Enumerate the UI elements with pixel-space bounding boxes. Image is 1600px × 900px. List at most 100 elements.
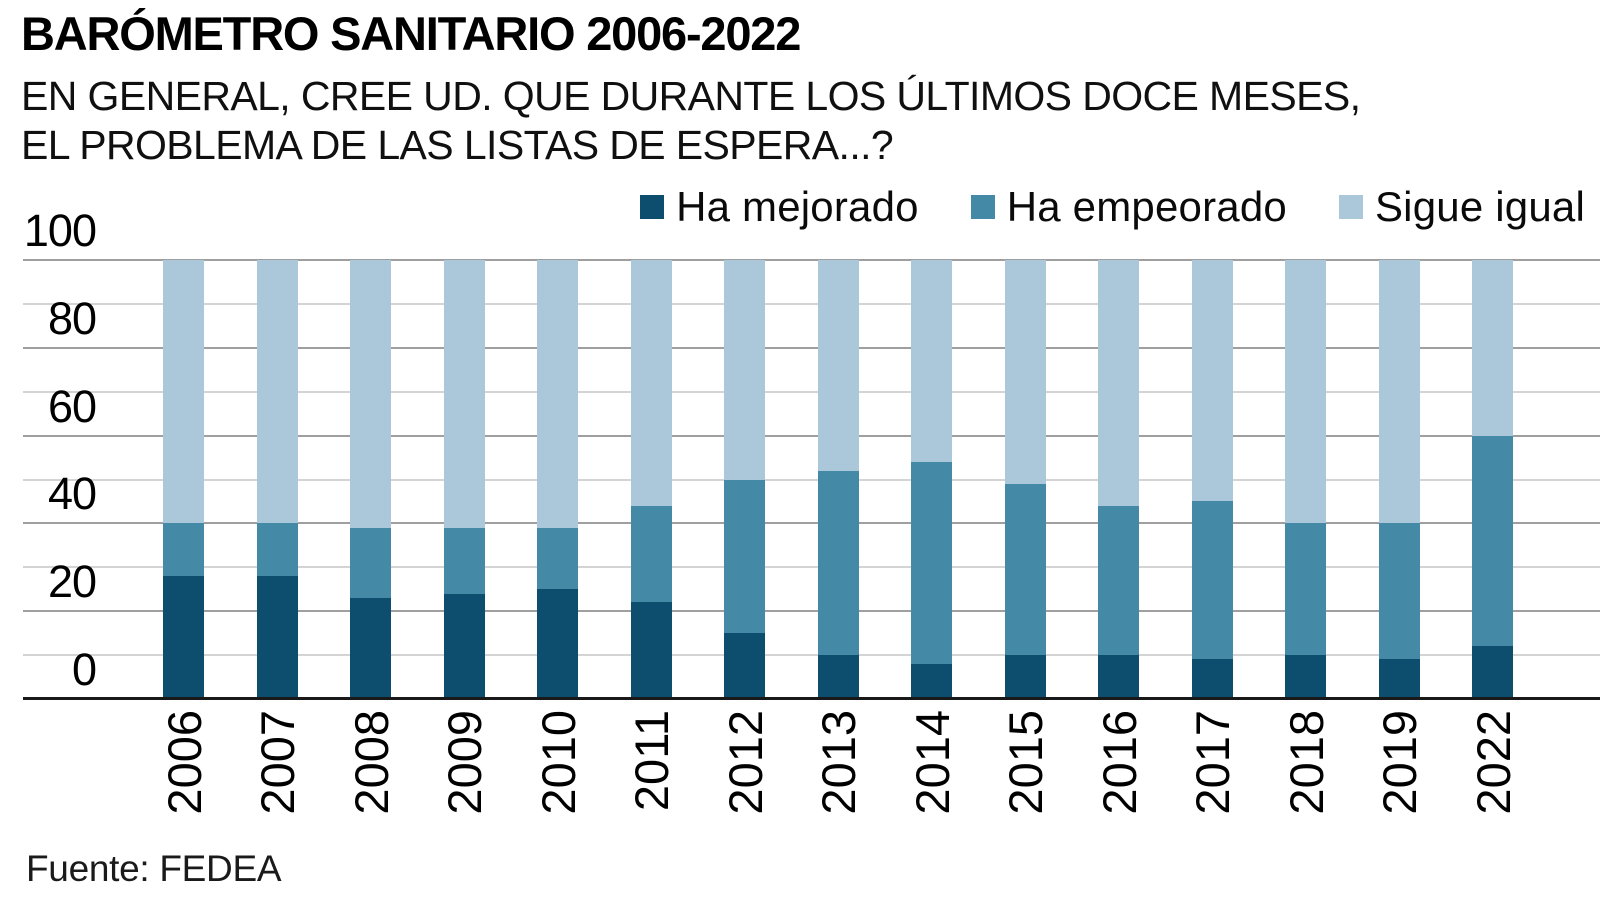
- bar-2014-segment-sigue-igual: [911, 260, 952, 462]
- bar-2018-segment-ha-mejorado: [1285, 655, 1326, 699]
- x-tick-label-2022: 2022: [1466, 710, 1520, 815]
- bar-2019-segment-ha-empeorado: [1378, 523, 1420, 660]
- y-tick-label-20: 20: [47, 556, 97, 608]
- bar-2022: [1472, 260, 1513, 699]
- gridline-20: [23, 610, 1600, 613]
- bar-2009-segment-ha-mejorado: [443, 593, 485, 699]
- bar-2017-segment-sigue-igual: [1191, 260, 1233, 502]
- x-tick-label-2010: 2010: [531, 710, 585, 815]
- legend-item-ha-empeorado: Ha empeorado: [970, 183, 1287, 231]
- y-tick-label-0: 0: [71, 644, 97, 695]
- bar-2017-segment-ha-empeorado: [1191, 501, 1233, 660]
- gridline-70: [23, 390, 1600, 393]
- subtitle-line-2: EL PROBLEMA DE LAS LISTAS DE ESPERA...?: [21, 122, 894, 168]
- x-axis-line: [23, 697, 1600, 700]
- bar-2010: [537, 260, 578, 699]
- bar-2011: [630, 260, 672, 699]
- bar-2007-segment-ha-empeorado: [256, 523, 298, 577]
- bar-2008-segment-ha-mejorado: [350, 598, 391, 699]
- bar-2022-segment-ha-empeorado: [1472, 435, 1513, 647]
- bar-2011-segment-sigue-igual: [630, 260, 672, 506]
- bar-2009-segment-sigue-igual: [443, 260, 485, 528]
- bar-2013: [817, 260, 859, 699]
- x-tick-label-2015: 2015: [999, 710, 1052, 815]
- bar-2011-segment-ha-mejorado: [630, 602, 672, 699]
- y-tick-label-40: 40: [47, 468, 97, 520]
- bar-2014-segment-ha-mejorado: [911, 663, 952, 699]
- legend-label-ha-empeorado: Ha empeorado: [1006, 183, 1287, 230]
- bar-2006-segment-ha-empeorado: [163, 523, 204, 577]
- x-tick-label-2018: 2018: [1279, 710, 1333, 815]
- bar-2007: [256, 260, 298, 699]
- bar-2013-segment-sigue-igual: [817, 260, 859, 471]
- bar-2007-segment-ha-mejorado: [256, 576, 298, 699]
- bar-2014: [911, 260, 952, 699]
- bar-2019-segment-sigue-igual: [1378, 260, 1420, 524]
- legend-swatch-sigue-igual: [1338, 195, 1363, 219]
- x-tick-label-2011: 2011: [625, 710, 678, 812]
- bar-2016-segment-ha-mejorado: [1098, 655, 1139, 699]
- bar-2016-segment-sigue-igual: [1098, 260, 1139, 506]
- gridline-40: [23, 522, 1600, 525]
- bar-2006-segment-sigue-igual: [163, 260, 204, 524]
- x-tick-label-2007: 2007: [251, 710, 304, 815]
- x-tick-label-2009: 2009: [438, 710, 491, 815]
- bar-2015-segment-sigue-igual: [1004, 260, 1046, 484]
- subtitle-line-1: EN GENERAL, CREE UD. QUE DURANTE LOS ÚLT…: [21, 73, 1361, 119]
- gridline-90: [23, 302, 1600, 305]
- legend-item-sigue-igual: Sigue igual: [1338, 183, 1585, 231]
- gridline-100: [23, 259, 1600, 261]
- bar-2012-segment-ha-empeorado: [724, 479, 765, 634]
- bar-2007-segment-sigue-igual: [256, 260, 298, 524]
- x-tick-label-2006: 2006: [157, 710, 211, 815]
- x-tick-label-2012: 2012: [718, 710, 772, 815]
- bar-2009-segment-ha-empeorado: [443, 527, 485, 594]
- bar-2015-segment-ha-empeorado: [1004, 483, 1046, 656]
- legend-label-sigue-igual: Sigue igual: [1374, 183, 1585, 230]
- bar-2008-segment-sigue-igual: [350, 260, 391, 528]
- legend: Ha mejorado Ha empeorado Sigue igual: [0, 183, 1585, 231]
- chart-subtitle: EN GENERAL, CREE UD. QUE DURANTE LOS ÚLT…: [21, 72, 1361, 170]
- bar-2008-segment-ha-empeorado: [350, 527, 391, 599]
- gridline-60: [23, 434, 1600, 437]
- bar-2018-segment-ha-empeorado: [1285, 523, 1326, 656]
- bar-2012: [724, 260, 765, 699]
- bar-2022-segment-ha-mejorado: [1472, 646, 1513, 699]
- bar-2011-segment-ha-empeorado: [630, 505, 672, 603]
- bar-2016: [1098, 260, 1139, 699]
- bar-2012-segment-ha-mejorado: [724, 633, 765, 699]
- bar-2018-segment-sigue-igual: [1285, 260, 1326, 524]
- x-tick-label-2013: 2013: [812, 710, 865, 815]
- legend-item-ha-mejorado: Ha mejorado: [640, 183, 919, 231]
- page-title: BARÓMETRO SANITARIO 2006-2022: [21, 7, 801, 60]
- source-caption: Fuente: FEDEA: [26, 848, 282, 889]
- bar-2019-segment-ha-mejorado: [1378, 659, 1420, 699]
- bar-2017-segment-ha-mejorado: [1191, 659, 1233, 699]
- x-tick-label-2019: 2019: [1373, 710, 1426, 815]
- bar-2013-segment-ha-mejorado: [817, 655, 859, 699]
- legend-label-ha-mejorado: Ha mejorado: [676, 183, 919, 230]
- bar-2017: [1191, 260, 1233, 699]
- x-tick-label-2008: 2008: [344, 710, 398, 815]
- bar-2019: [1378, 260, 1420, 699]
- x-tick-label-2014: 2014: [905, 710, 959, 815]
- bar-2006-segment-ha-mejorado: [163, 576, 204, 699]
- bar-2016-segment-ha-empeorado: [1098, 505, 1139, 656]
- gridline-30: [23, 566, 1600, 569]
- y-tick-label-80: 80: [47, 292, 97, 344]
- bar-2006: [163, 260, 204, 699]
- y-tick-label-100: 100: [23, 205, 97, 256]
- bar-2015-segment-ha-mejorado: [1004, 655, 1046, 699]
- gridline-50: [23, 478, 1600, 481]
- bar-2013-segment-ha-empeorado: [817, 470, 859, 656]
- legend-swatch-ha-mejorado: [640, 195, 665, 219]
- y-tick-label-60: 60: [47, 380, 97, 432]
- bar-2018: [1285, 260, 1326, 699]
- gridline-10: [23, 654, 1600, 657]
- bar-2010-segment-ha-mejorado: [537, 589, 578, 699]
- bar-2012-segment-sigue-igual: [724, 260, 765, 480]
- bar-2015: [1004, 260, 1046, 699]
- gridline-80: [23, 346, 1600, 349]
- x-tick-label-2017: 2017: [1186, 710, 1239, 815]
